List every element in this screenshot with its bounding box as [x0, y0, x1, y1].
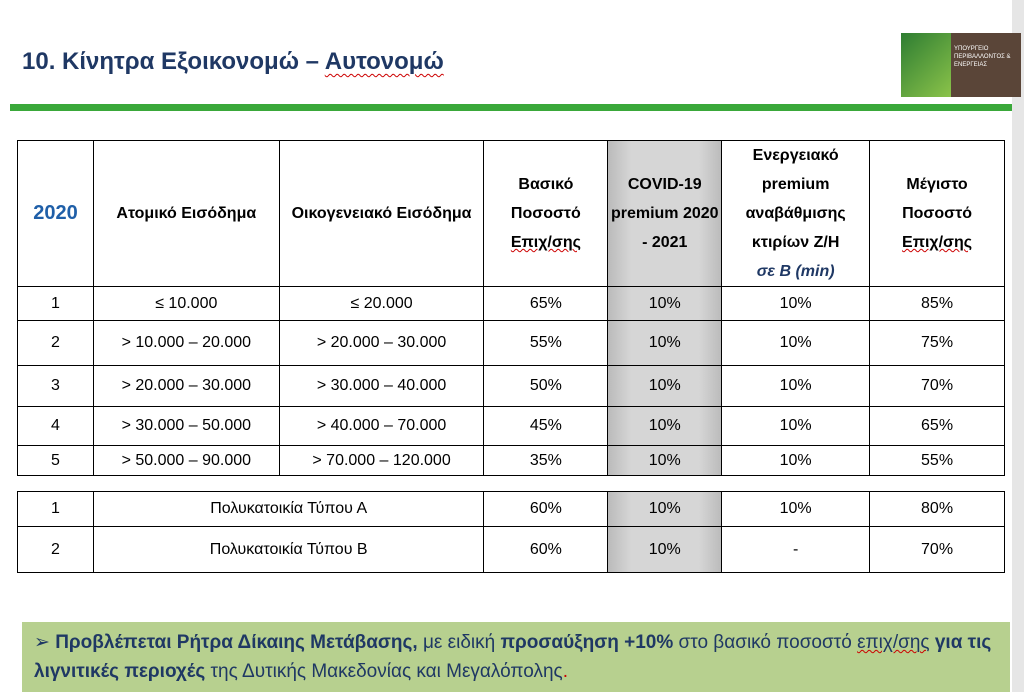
table-cell: 10% [721, 320, 871, 366]
table-cell: 65% [869, 406, 1005, 446]
table-row: 5 > 50.000 – 90.000 > 70.000 – 120.000 35% 1… [17, 445, 1005, 476]
table-cell: 55% [869, 445, 1005, 476]
table-cell: 4 [17, 406, 94, 446]
table-cell: 60% [483, 491, 609, 527]
table-cell: 50% [483, 365, 609, 407]
table-cell: 5 [17, 445, 94, 476]
header-family-income: Οικογενειακό Εισόδημα [278, 140, 485, 287]
table-cell: > 50.000 – 90.000 [92, 445, 280, 476]
table-cell: - [721, 526, 871, 573]
table-cell: 70% [869, 365, 1005, 407]
table-cell: 1 [17, 286, 94, 321]
table-cell: 70% [869, 526, 1005, 573]
page-title: 10. Κίνητρα Εξοικονομώ – Αυτονομώ [22, 48, 444, 76]
header-individual-income: Ατομικό Εισόδημα [92, 140, 280, 287]
header-covid-premium: COVID-19 premium 2020 - 2021 [607, 140, 723, 287]
logo-text: ΥΠΟΥΡΓΕΙΟ ΠΕΡΙΒΑΛΛΟΝΤΟΣ & ΕΝΕΡΓΕΙΑΣ [951, 33, 1021, 97]
arrow-bullet-icon: ➢ [34, 632, 56, 653]
table-row: 2 Πολυκατοικία Τύπου Β 60% 10% -70% [17, 526, 1005, 573]
subsidy-table: 2020 Ατομικό Εισόδημα Οικογενειακό Εισόδ… [17, 140, 1005, 573]
table-cell: > 30.000 – 50.000 [92, 406, 280, 446]
table-cell: 10% [607, 526, 723, 573]
green-divider [10, 104, 1012, 111]
table-cell: 60% [483, 526, 609, 573]
header-row: 2020 Ατομικό Εισόδημα Οικογενειακό Εισόδ… [17, 140, 1005, 287]
table-cell: ≤ 20.000 [278, 286, 485, 321]
table-cell: > 10.000 – 20.000 [92, 320, 280, 366]
ministry-logo: ΥΠΟΥΡΓΕΙΟ ΠΕΡΙΒΑΛΛΟΝΤΟΣ & ΕΝΕΡΓΕΙΑΣ [901, 33, 1021, 97]
table-cell: 3 [17, 365, 94, 407]
table-cell: 75% [869, 320, 1005, 366]
table-cell: 10% [721, 365, 871, 407]
table-row: 1 Πολυκατοικία Τύπου Α 60% 10% 10% 80% [17, 491, 1005, 527]
table-cell: Πολυκατοικία Τύπου Β [92, 526, 485, 573]
table-cell: > 20.000 – 30.000 [92, 365, 280, 407]
table-cell: > 40.000 – 70.000 [278, 406, 485, 446]
table-cell: > 20.000 – 30.000 [278, 320, 485, 366]
table-cell: Πολυκατοικία Τύπου Α [92, 491, 485, 527]
table-cell: 2 [17, 320, 94, 366]
table-cell: > 30.000 – 40.000 [278, 365, 485, 407]
logo-emblem-icon [901, 33, 951, 97]
year-header: 2020 [17, 140, 94, 287]
table-cell: > 70.000 – 120.000 [278, 445, 485, 476]
table-cell: 10% [721, 406, 871, 446]
title-underlined: Αυτονομώ [324, 48, 444, 75]
table-cell: 45% [483, 406, 609, 446]
table-row: 2 > 10.000 – 20.000 > 20.000 – 30.000 55% 10… [17, 320, 1005, 366]
header-max-rate: Μέγιστο Ποσοστό Επιχ/σης [869, 140, 1005, 287]
table-row: 1 ≤ 10.000 ≤ 20.000 65% 10% 10% 85% [17, 286, 1005, 321]
table-cell: 35% [483, 445, 609, 476]
table-cell: 10% [607, 320, 723, 366]
table-cell: 10% [721, 491, 871, 527]
transition-clause-note: ➢ Προβλέπεται Ρήτρα Δίκαιης Μετάβασης, μ… [22, 622, 1010, 692]
table-cell: 85% [869, 286, 1005, 321]
header-base-rate: Βασικό Ποσοστό Επιχ/σης [483, 140, 609, 287]
table-cell: 10% [607, 406, 723, 446]
table-cell: 2 [17, 526, 94, 573]
table-cell: ≤ 10.000 [92, 286, 280, 321]
table-cell: 10% [607, 491, 723, 527]
table-cell: 10% [607, 445, 723, 476]
table-row: 4 > 30.000 – 50.000 > 40.000 – 70.000 45% 10… [17, 406, 1005, 446]
table-cell: 10% [607, 286, 723, 321]
table-cell: 65% [483, 286, 609, 321]
table-cell: 80% [869, 491, 1005, 527]
table-cell: 10% [607, 365, 723, 407]
title-text: 10. Κίνητρα Εξοικονομώ – [22, 48, 325, 75]
table-cell: 1 [17, 491, 94, 527]
table-row: 3 > 20.000 – 30.000 > 30.000 – 40.000 50% 10… [17, 365, 1005, 407]
table-cell: 10% [721, 445, 871, 476]
table-cell: 55% [483, 320, 609, 366]
window-edge [1012, 0, 1024, 692]
table-cell: 10% [721, 286, 871, 321]
header-energy-premium: Ενεργειακό premium αναβάθμισης κτιρίων Ζ… [721, 140, 871, 287]
